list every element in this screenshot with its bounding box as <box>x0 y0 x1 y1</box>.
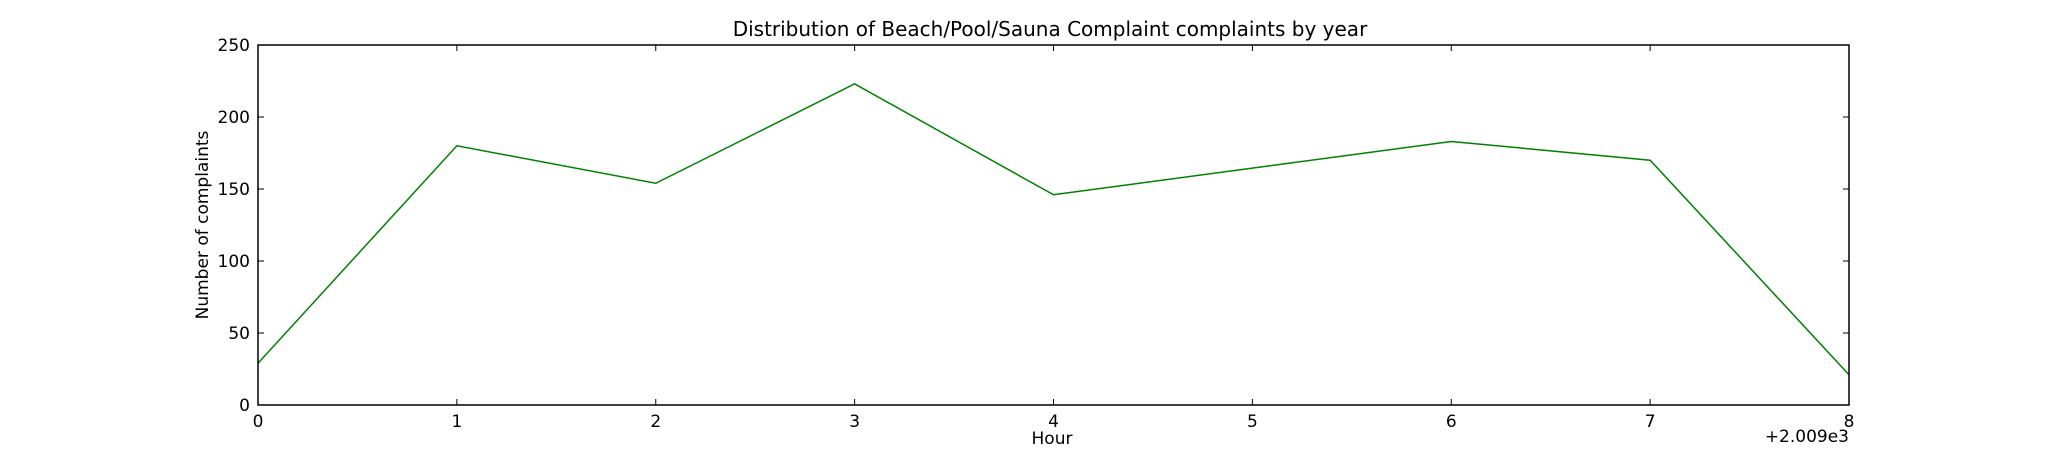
y-axis-label: Number of complaints <box>193 130 213 319</box>
y-tick-label: 50 <box>228 324 250 344</box>
axis-ticks: 0 1 2 3 4 5 6 7 8 0 50 100 150 200 250 <box>218 36 1855 432</box>
y-tick-label: 200 <box>218 108 250 128</box>
x-tick-label: 6 <box>1446 412 1457 432</box>
x-tick-label: 2 <box>650 412 661 432</box>
x-axis-offset-label: +2.009e3 <box>1765 427 1849 447</box>
chart-title: Distribution of Beach/Pool/Sauna Complai… <box>733 17 1368 41</box>
plot-frame <box>257 44 1850 406</box>
x-axis-label: Hour <box>1032 429 1073 449</box>
series-line <box>257 83 1850 376</box>
x-tick-label: 8 <box>1844 412 1855 432</box>
x-tick-label: 1 <box>451 412 462 432</box>
x-tick-label: 7 <box>1645 412 1656 432</box>
x-tick-label: 4 <box>1048 412 1059 432</box>
y-tick-label: 150 <box>218 180 250 200</box>
x-tick-label: 0 <box>253 412 264 432</box>
y-tick-label: 250 <box>218 36 250 56</box>
y-tick-label: 0 <box>239 396 250 416</box>
x-tick-label: 5 <box>1247 412 1258 432</box>
y-tick-label: 100 <box>218 252 250 272</box>
series-layer <box>257 83 1850 376</box>
x-tick-label: 3 <box>849 412 860 432</box>
